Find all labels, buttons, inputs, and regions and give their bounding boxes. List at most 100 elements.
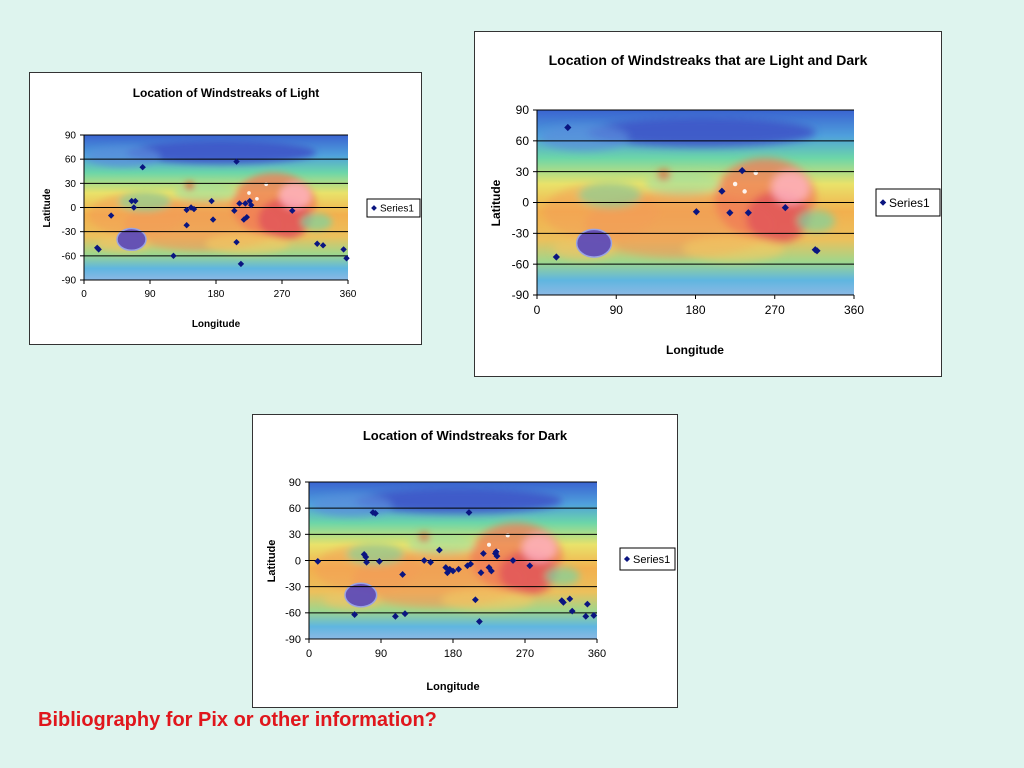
data-point	[564, 123, 572, 132]
data-point	[233, 158, 240, 165]
legend: Series1	[366, 198, 421, 218]
data-point	[392, 612, 399, 620]
x-tick-label: 180	[685, 303, 705, 317]
y-tick-label: 90	[516, 103, 530, 117]
y-tick-label: 90	[65, 131, 77, 142]
x-tick-label: 0	[534, 303, 541, 317]
y-tick-label: 0	[70, 203, 76, 214]
y-tick-label: 60	[289, 503, 301, 515]
data-point	[340, 246, 347, 253]
legend-label: Series1	[380, 204, 414, 215]
x-tick-label: 90	[375, 648, 387, 660]
data-point	[427, 558, 434, 566]
y-tick-label: -30	[285, 582, 301, 594]
data-point	[233, 238, 240, 246]
data-point	[209, 216, 217, 223]
x-tick-label: 0	[81, 289, 87, 300]
data-point	[95, 246, 102, 253]
data-point	[781, 204, 789, 212]
x-tick-label: 0	[306, 648, 312, 660]
data-point	[183, 222, 190, 229]
legend: Series1	[875, 188, 941, 217]
data-point	[488, 567, 495, 575]
y-tick-label: 30	[516, 165, 530, 179]
x-tick-label: 90	[610, 303, 624, 317]
y-tick-label: -30	[512, 227, 530, 241]
y-tick-label: 30	[289, 529, 301, 541]
data-point	[476, 618, 483, 625]
chart-title: Location of Windstreaks for Dark	[363, 428, 568, 443]
chart-panel-light: 90 60 30 0 -30 -60 -90 0 90 180 270 360 Location of …	[29, 72, 422, 345]
data-point	[568, 607, 576, 615]
x-tick-label: 360	[588, 648, 606, 660]
y-axis-title: Latitude	[266, 540, 278, 583]
data-point	[231, 207, 238, 214]
data-point	[314, 240, 321, 247]
data-point	[190, 205, 198, 213]
legend-label: Series1	[633, 554, 670, 566]
chart-light-and-dark: 90 60 30 0 -30 -60 -90 0 90 180 270 360 Location of …	[489, 52, 941, 357]
data-point	[139, 164, 146, 171]
data-point	[813, 247, 821, 255]
x-axis-title: Longitude	[192, 319, 241, 330]
chart-light: 90 60 30 0 -30 -60 -90 0 90 180 270 360 Location of …	[42, 86, 421, 330]
chart-dark: 90 60 30 0 -30 -60 -90 0 90 180 270 360 Location of …	[266, 428, 676, 693]
data-point	[420, 557, 428, 564]
data-point	[319, 242, 327, 249]
data-point	[526, 562, 534, 570]
y-tick-label: 60	[65, 155, 77, 166]
bibliography-note: Bibliography for Pix or other informatio…	[38, 709, 437, 731]
data-point	[584, 600, 591, 608]
data-point	[208, 197, 215, 205]
x-tick-label: 90	[144, 289, 156, 300]
data-point	[467, 560, 474, 568]
data-point	[692, 208, 700, 216]
x-tick-label: 270	[765, 303, 785, 317]
data-point	[372, 510, 379, 517]
y-tick-label: -30	[62, 227, 77, 238]
y-tick-label: 30	[65, 179, 77, 190]
data-point	[485, 564, 493, 571]
data-point	[744, 209, 752, 217]
x-tick-label: 180	[208, 289, 225, 300]
legend-marker	[371, 205, 377, 211]
data-point	[726, 209, 734, 217]
data-point	[477, 569, 485, 577]
legend-label: Series1	[889, 196, 930, 210]
data-point	[351, 611, 358, 618]
data-point	[314, 557, 322, 565]
data-point	[590, 612, 598, 619]
data-point	[183, 206, 190, 214]
x-axis-title: Longitude	[666, 343, 724, 357]
legend-box	[366, 198, 421, 218]
x-tick-label: 270	[274, 289, 291, 300]
data-point	[170, 252, 177, 260]
data-point	[107, 212, 115, 219]
data-point	[362, 553, 370, 561]
y-axis-title: Latitude	[489, 179, 503, 226]
y-tick-label: -90	[285, 634, 301, 646]
data-point	[128, 197, 135, 205]
y-tick-label: 60	[516, 134, 530, 148]
y-tick-label: -60	[62, 251, 77, 262]
y-tick-label: -60	[285, 608, 301, 620]
data-point	[738, 167, 746, 175]
data-point	[582, 612, 590, 620]
data-point	[493, 552, 501, 560]
data-point	[130, 204, 138, 211]
legend-box	[619, 547, 676, 571]
y-axis-title: Latitude	[42, 188, 53, 227]
y-tick-label: 0	[295, 555, 301, 567]
data-point	[376, 557, 383, 565]
chart-panel-dark: 90 60 30 0 -30 -60 -90 0 90 180 270 360 Location of …	[252, 414, 678, 708]
data-point	[444, 569, 451, 577]
chart-title: Location of Windstreaks that are Light a…	[549, 52, 868, 68]
y-tick-label: -60	[512, 257, 530, 271]
data-point	[509, 557, 517, 564]
data-point	[472, 596, 479, 604]
legend-box	[875, 188, 941, 217]
data-point	[289, 207, 296, 214]
data-point	[464, 562, 471, 570]
data-point	[242, 200, 249, 207]
y-tick-label: -90	[512, 288, 530, 302]
